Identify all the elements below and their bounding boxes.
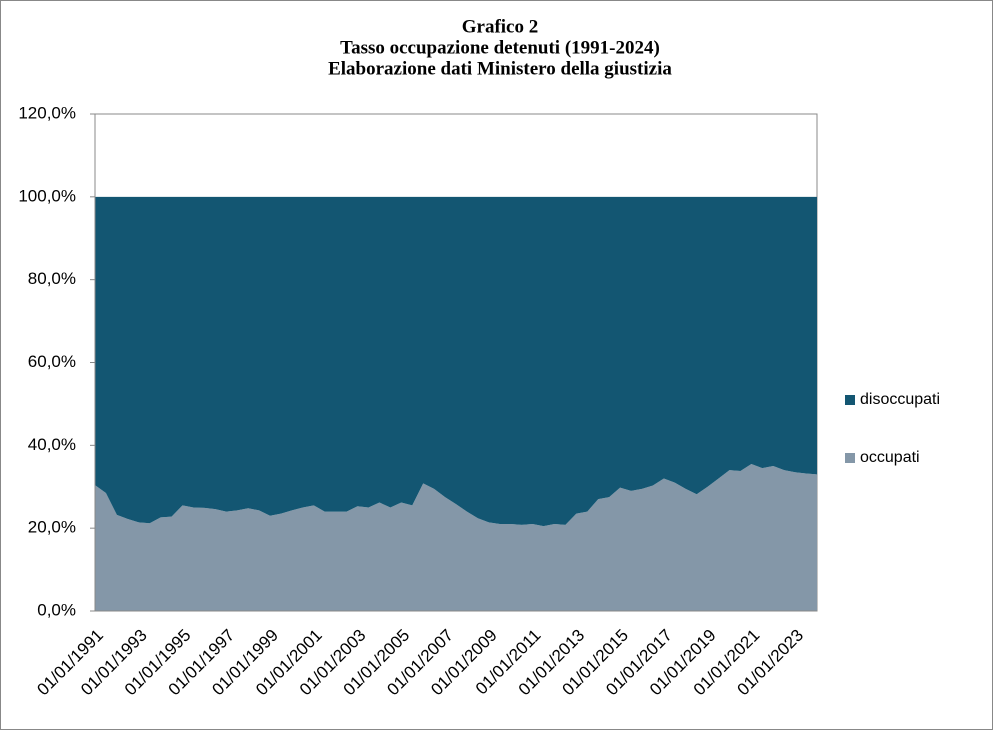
legend-label: occupati xyxy=(860,449,920,466)
area xyxy=(95,463,817,611)
y-tick-label: 60,0% xyxy=(28,352,76,371)
y-tick-label: 40,0% xyxy=(28,435,76,454)
chart-title: Grafico 2 xyxy=(462,16,539,37)
legend-swatch xyxy=(845,453,855,463)
chart-title: Elaborazione dati Ministero della giusti… xyxy=(328,58,672,79)
area xyxy=(95,196,817,527)
y-tick-label: 120,0% xyxy=(18,103,76,122)
y-tick-label: 0,0% xyxy=(37,600,76,619)
y-tick-label: 20,0% xyxy=(28,518,76,537)
y-tick-label: 100,0% xyxy=(18,186,76,205)
y-tick-label: 80,0% xyxy=(28,269,76,288)
legend-label: disoccupati xyxy=(860,391,940,408)
legend-swatch xyxy=(845,395,855,405)
chart-title: Tasso occupazione detenuti (1991-2024) xyxy=(340,37,660,58)
